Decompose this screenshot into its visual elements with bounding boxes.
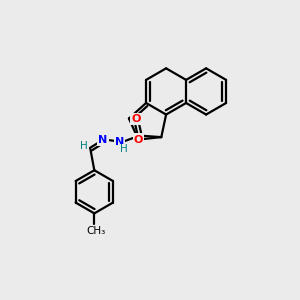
Text: CH₃: CH₃ — [86, 226, 106, 236]
Text: O: O — [134, 134, 143, 145]
Text: H: H — [80, 141, 88, 151]
Text: H: H — [121, 145, 128, 154]
Text: N: N — [98, 135, 107, 145]
Text: O: O — [131, 114, 141, 124]
Text: N: N — [115, 137, 124, 147]
